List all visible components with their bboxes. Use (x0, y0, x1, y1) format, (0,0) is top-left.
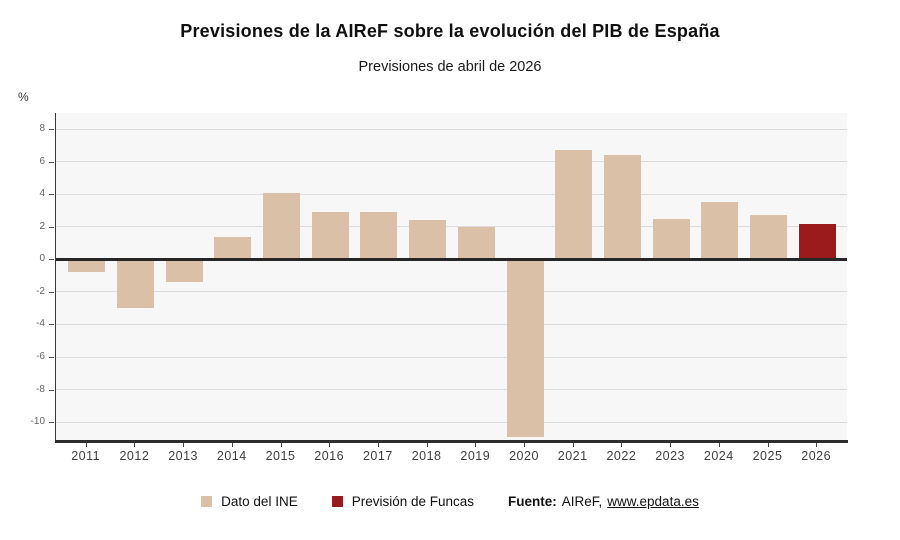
legend-item-funcas: Previsión de Funcas (331, 494, 475, 509)
bar-2025[interactable] (750, 215, 787, 260)
x-label-2023: 2023 (655, 449, 685, 463)
x-tick-mark-2022 (621, 443, 623, 447)
y-tick-label--2: -2 (36, 285, 45, 297)
gridline-8 (56, 128, 847, 130)
gridline-2 (56, 226, 847, 228)
y-tick-mark-6 (49, 161, 54, 163)
x-label-2016: 2016 (314, 449, 345, 463)
bar-2013[interactable] (165, 259, 203, 283)
y-axis-unit-label: % (18, 90, 29, 104)
x-label-2018: 2018 (411, 449, 442, 463)
x-tick-mark-2021 (572, 443, 574, 447)
x-label-2025: 2025 (752, 449, 783, 463)
legend: Dato del INE Previsión de Funcas Fuente:… (0, 494, 900, 509)
x-tick-mark-2017 (377, 443, 379, 447)
x-tick-mark-2024 (718, 443, 720, 447)
y-tick-label-2: 2 (39, 220, 45, 232)
bar-2019[interactable] (457, 226, 495, 260)
gridline--6 (56, 356, 847, 358)
bar-2015[interactable] (263, 192, 300, 260)
bar-2011[interactable] (68, 259, 106, 273)
x-tick-mark-2026 (816, 443, 818, 447)
bar-2016[interactable] (311, 212, 349, 260)
gridline--10 (56, 421, 847, 423)
x-label-2026: 2026 (801, 449, 832, 463)
x-tick-mark-2023 (670, 443, 672, 447)
y-tick-label--6: -6 (36, 351, 45, 363)
x-label-2022: 2022 (606, 449, 637, 463)
x-tick-mark-2019 (475, 443, 477, 447)
bar-2026[interactable] (798, 223, 836, 260)
chart-subtitle: Previsiones de abril de 2026 (358, 59, 542, 75)
y-tick-mark--4 (49, 324, 54, 326)
plot-area (55, 113, 847, 440)
gridline--8 (56, 389, 847, 391)
x-axis-line (55, 440, 848, 443)
source-org: AIReF, (561, 494, 603, 509)
y-tick-label-4: 4 (39, 188, 45, 200)
x-label-2024: 2024 (703, 449, 734, 463)
y-tick-label--4: -4 (36, 318, 45, 330)
gridline--2 (56, 291, 847, 293)
bar-2023[interactable] (652, 218, 690, 260)
funcas-swatch-icon (331, 496, 343, 507)
zero-line (56, 257, 847, 261)
x-label-2013: 2013 (168, 449, 198, 463)
x-tick-mark-2016 (329, 443, 331, 447)
y-tick-mark-8 (49, 129, 54, 131)
bar-2018[interactable] (409, 220, 447, 260)
gridline--4 (56, 323, 847, 325)
chart-title: Previsiones de la AIReF sobre la evoluci… (180, 21, 720, 41)
bar-2017[interactable] (360, 212, 398, 260)
legend-ine-label: Dato del INE (221, 494, 298, 509)
y-tick-mark-2 (49, 226, 54, 228)
x-label-2014: 2014 (216, 449, 247, 463)
bar-2012[interactable] (116, 259, 154, 309)
bar-2022[interactable] (603, 155, 641, 260)
gridline-4 (56, 193, 847, 195)
gridline-6 (56, 161, 847, 163)
y-tick-mark-4 (49, 194, 54, 196)
x-tick-mark-2025 (767, 443, 769, 447)
source-attribution: Fuente: AIReF, www.epdata.es (508, 494, 699, 509)
x-tick-mark-2018 (426, 443, 428, 447)
source-link[interactable]: www.epdata.es (607, 494, 699, 509)
legend-item-ine: Dato del INE (201, 494, 298, 509)
x-tick-mark-2014 (231, 443, 233, 447)
x-label-2019: 2019 (460, 449, 491, 463)
y-tick-mark--2 (49, 291, 54, 293)
y-tick-mark--6 (49, 357, 54, 359)
bar-2014[interactable] (214, 236, 252, 260)
x-tick-mark-2020 (524, 443, 525, 447)
legend-funcas-label: Previsión de Funcas (351, 494, 475, 509)
x-tick-mark-2015 (280, 443, 282, 447)
y-tick-mark-0 (49, 259, 54, 261)
y-tick-mark--8 (49, 389, 54, 391)
y-tick-label-6: 6 (39, 155, 45, 167)
x-tick-mark-2012 (134, 443, 136, 447)
y-tick-label--10: -10 (30, 416, 45, 428)
x-label-2017: 2017 (362, 449, 393, 463)
y-tick-label-0: 0 (39, 253, 45, 265)
x-label-2011: 2011 (71, 449, 101, 463)
ine-swatch-icon (201, 496, 213, 507)
bar-2020[interactable] (506, 259, 544, 437)
bar-2021[interactable] (555, 150, 593, 260)
source-label: Fuente: (508, 494, 557, 509)
x-label-2020: 2020 (509, 449, 539, 463)
x-label-2021: 2021 (557, 449, 588, 463)
x-label-2015: 2015 (265, 449, 296, 463)
x-tick-mark-2011 (85, 443, 87, 447)
x-label-2012: 2012 (119, 449, 150, 463)
bar-2024[interactable] (701, 202, 739, 260)
x-tick-mark-2013 (183, 443, 185, 447)
y-tick-label-8: 8 (39, 123, 45, 135)
y-tick-label--8: -8 (36, 383, 45, 395)
y-tick-mark--10 (49, 422, 54, 424)
